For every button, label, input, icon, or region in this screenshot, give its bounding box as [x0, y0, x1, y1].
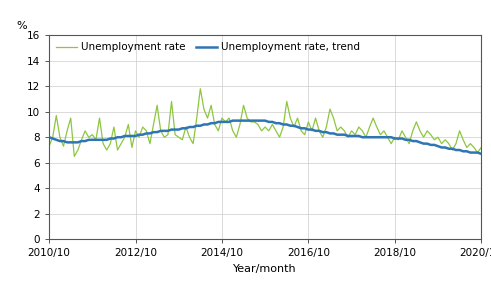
Unemployment rate, trend [46, 135, 52, 139]
Text: %: % [17, 21, 27, 31]
Legend: Unemployment rate, Unemployment rate, trend: Unemployment rate, Unemployment rate, tr… [55, 40, 362, 54]
Line: Unemployment rate: Unemployment rate [49, 89, 491, 173]
Line: Unemployment rate, trend: Unemployment rate, trend [49, 121, 491, 155]
Unemployment rate [327, 107, 333, 111]
Unemployment rate [302, 133, 308, 136]
X-axis label: Year/month: Year/month [233, 264, 297, 274]
Unemployment rate, trend [230, 119, 236, 122]
Unemployment rate, trend [208, 121, 214, 125]
Unemployment rate, trend [327, 132, 333, 135]
Unemployment rate [46, 145, 52, 148]
Unemployment rate [212, 123, 218, 126]
Unemployment rate [197, 87, 203, 91]
Unemployment rate, trend [302, 126, 308, 130]
Unemployment rate [478, 146, 484, 149]
Unemployment rate, trend [478, 152, 484, 156]
